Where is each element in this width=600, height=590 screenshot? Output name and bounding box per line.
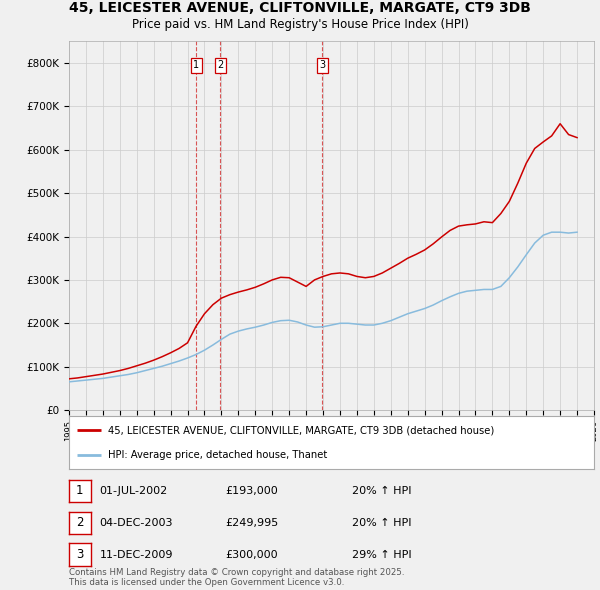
- Text: 29% ↑ HPI: 29% ↑ HPI: [352, 550, 411, 559]
- Text: 2: 2: [76, 516, 83, 529]
- Text: 11-DEC-2009: 11-DEC-2009: [100, 550, 173, 559]
- Text: 20% ↑ HPI: 20% ↑ HPI: [352, 486, 411, 496]
- Text: £300,000: £300,000: [226, 550, 278, 559]
- Text: Price paid vs. HM Land Registry's House Price Index (HPI): Price paid vs. HM Land Registry's House …: [131, 18, 469, 31]
- Text: 2: 2: [217, 60, 223, 70]
- Text: Contains HM Land Registry data © Crown copyright and database right 2025.
This d: Contains HM Land Registry data © Crown c…: [69, 568, 404, 587]
- Text: 20% ↑ HPI: 20% ↑ HPI: [352, 518, 411, 527]
- Text: 45, LEICESTER AVENUE, CLIFTONVILLE, MARGATE, CT9 3DB: 45, LEICESTER AVENUE, CLIFTONVILLE, MARG…: [69, 1, 531, 15]
- Text: 3: 3: [76, 548, 83, 561]
- Text: 01-JUL-2002: 01-JUL-2002: [100, 486, 168, 496]
- Text: £249,995: £249,995: [226, 518, 279, 527]
- Text: HPI: Average price, detached house, Thanet: HPI: Average price, detached house, Than…: [109, 450, 328, 460]
- Text: 3: 3: [319, 60, 325, 70]
- Text: £193,000: £193,000: [226, 486, 278, 496]
- Text: 1: 1: [193, 60, 199, 70]
- Text: 45, LEICESTER AVENUE, CLIFTONVILLE, MARGATE, CT9 3DB (detached house): 45, LEICESTER AVENUE, CLIFTONVILLE, MARG…: [109, 425, 494, 435]
- Text: 1: 1: [76, 484, 83, 497]
- Text: 04-DEC-2003: 04-DEC-2003: [100, 518, 173, 527]
